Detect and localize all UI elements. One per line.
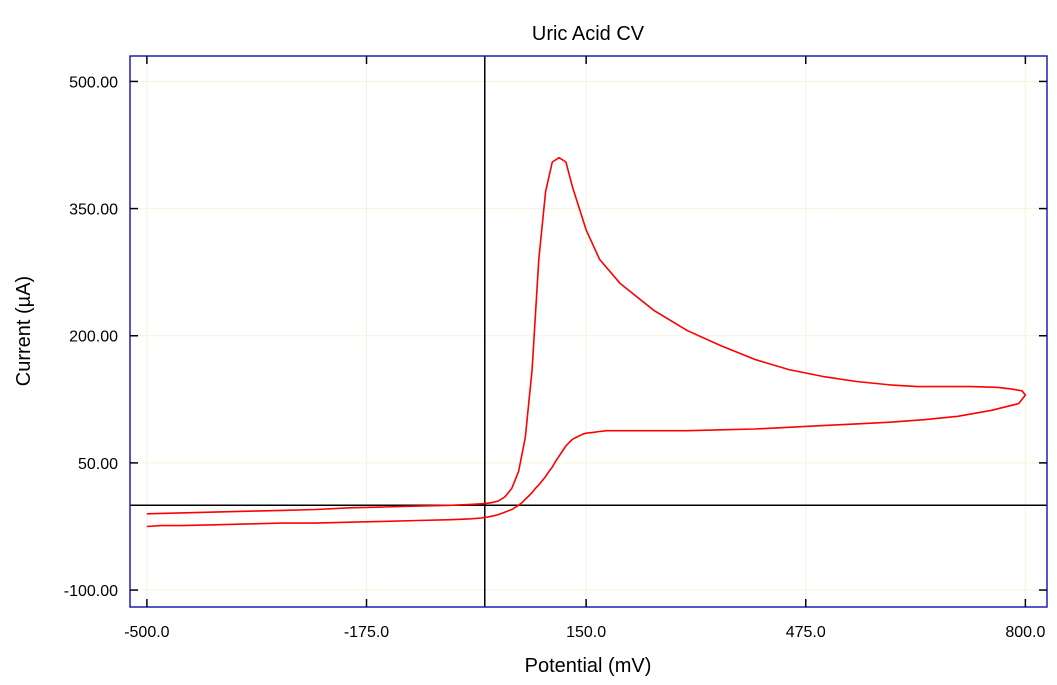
- x-tick-labels: -500.0 -175.0 150.0 475.0 800.0: [124, 624, 1045, 641]
- y-tick-label: 350.00: [69, 202, 118, 219]
- y-tick-label: 500.00: [69, 74, 118, 91]
- ticks: [130, 56, 1047, 607]
- plot-frame: [129, 55, 1048, 608]
- chart-title: Uric Acid CV: [532, 23, 645, 45]
- y-tick-label: 50.00: [78, 456, 118, 473]
- y-tick-label: 200.00: [69, 329, 118, 346]
- x-axis-label: Potential (mV): [525, 655, 652, 677]
- y-axis-label: Current (µA): [13, 276, 35, 386]
- series-layer: [146, 156, 1027, 528]
- x-tick-label: -175.0: [344, 624, 389, 641]
- x-tick-label: 800.0: [1005, 624, 1045, 641]
- cv-trace-line: [146, 156, 1027, 528]
- y-tick-label: -100.00: [64, 583, 118, 600]
- x-tick-label: -500.0: [124, 624, 169, 641]
- x-tick-label: 150.0: [566, 624, 606, 641]
- crosshair: [130, 56, 1047, 607]
- x-tick-label: 475.0: [786, 624, 826, 641]
- y-tick-labels: -100.00 50.00 200.00 350.00 500.00: [64, 74, 118, 600]
- gridlines: [130, 56, 1047, 607]
